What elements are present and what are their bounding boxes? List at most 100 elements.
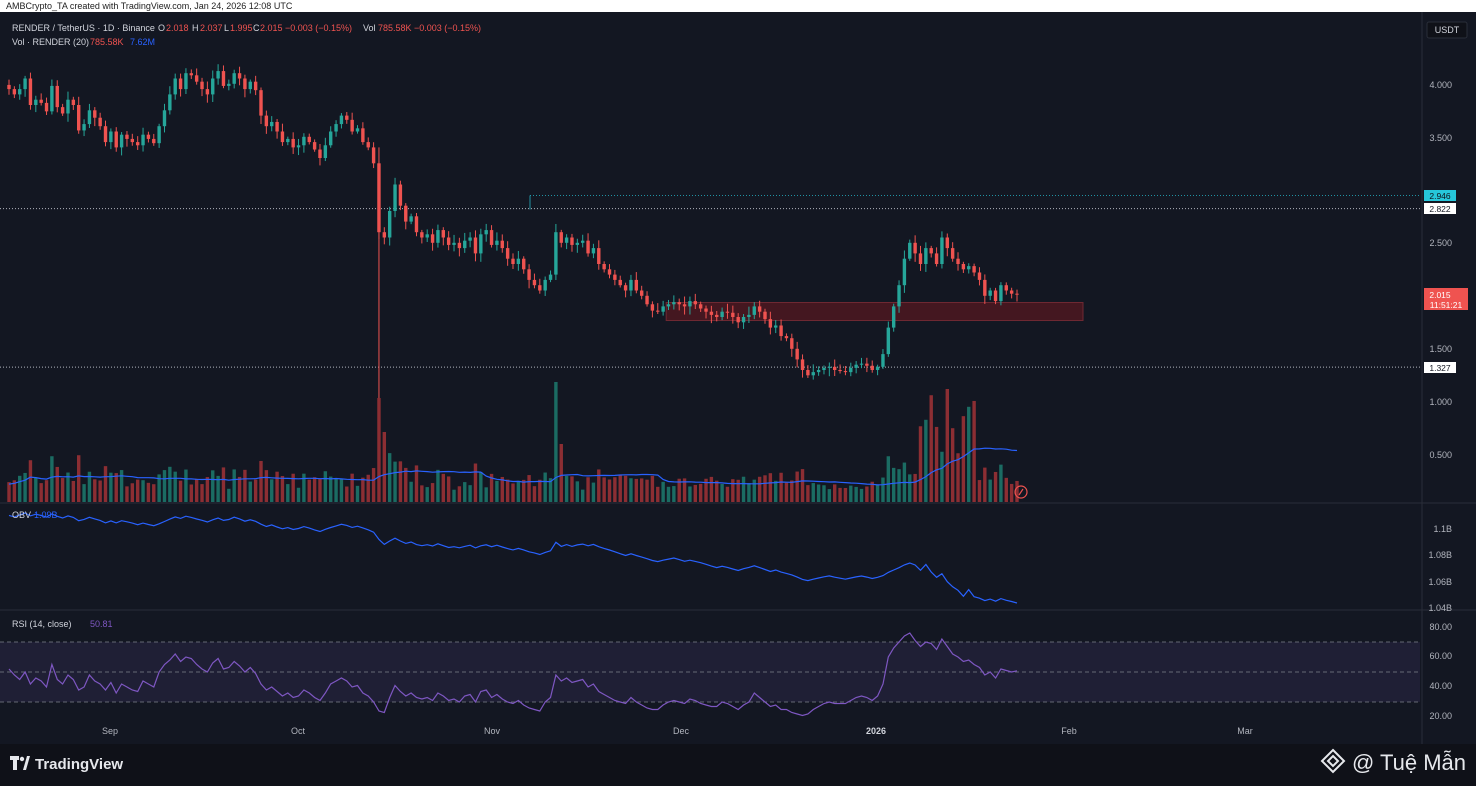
candle: [152, 138, 156, 144]
alert-icon-stroke: [1018, 488, 1024, 496]
volume-bar: [677, 478, 681, 502]
volume-bar: [961, 416, 966, 502]
volume-bar: [597, 469, 601, 502]
candle: [811, 372, 815, 376]
candle: [849, 367, 853, 373]
candle: [623, 285, 628, 291]
symbol-title[interactable]: RENDER / TetherUS · 1D · Binance: [12, 23, 155, 33]
vol-label: Vol: [363, 23, 376, 33]
volume-bar: [404, 467, 408, 502]
candle: [575, 242, 580, 245]
candle: [50, 85, 54, 112]
price-pane[interactable]: [0, 64, 1420, 500]
volume-bar: [816, 484, 821, 502]
volume-bar: [361, 477, 365, 502]
candle: [650, 304, 655, 311]
volume-bar: [387, 453, 392, 502]
obv-legend[interactable]: OBV 1.09B: [12, 510, 58, 520]
volume-bar: [854, 486, 858, 502]
upper-level-value: 2.946: [1429, 191, 1451, 201]
obv-pane[interactable]: [8, 512, 1018, 604]
volume-bar: [119, 470, 124, 502]
chart-area[interactable]: RENDER / TetherUS · 1D · Binance O 2.018…: [0, 12, 1476, 744]
candle: [865, 363, 869, 366]
tradingview-logo[interactable]: TradingView: [10, 756, 123, 773]
candle: [393, 184, 397, 211]
candle: [286, 138, 290, 143]
volume-bar: [934, 426, 939, 502]
price-tick: 3.500: [1429, 133, 1452, 143]
volume-bar: [800, 469, 805, 502]
volume-bar: [838, 487, 842, 502]
time-axis[interactable]: Sep Oct Nov Dec 2026 Feb Mar: [102, 726, 1253, 736]
volume-bar: [639, 478, 644, 502]
time-tick: Feb: [1061, 726, 1077, 736]
volume-bar: [1015, 480, 1019, 502]
candle: [522, 258, 526, 270]
volume-bar: [237, 476, 242, 502]
volume-bar: [146, 482, 151, 502]
candle: [184, 73, 188, 90]
candle: [774, 325, 778, 328]
volume-bar: [736, 479, 740, 502]
candle: [747, 314, 751, 317]
credit-text: AMBCrypto_TA created with TradingView.co…: [6, 1, 293, 11]
rsi-legend[interactable]: RSI (14, close) 50.81: [12, 619, 113, 629]
price-axis[interactable]: 4.000 3.500 2.500 1.500 1.000 0.500: [1429, 80, 1452, 460]
rsi-label[interactable]: RSI (14, close): [12, 619, 72, 629]
candle: [264, 115, 269, 127]
symbol-legend[interactable]: RENDER / TetherUS · 1D · Binance O 2.018…: [12, 23, 481, 47]
candle: [800, 359, 805, 370]
candle: [296, 145, 301, 148]
rsi-line: [8, 632, 1018, 717]
alert-icon[interactable]: [1014, 485, 1028, 499]
candle: [961, 264, 966, 270]
candle: [741, 317, 746, 323]
volume-bar: [564, 475, 569, 502]
volume-bar: [484, 487, 488, 502]
candle: [463, 240, 467, 249]
volume-bar: [50, 456, 54, 502]
candle: [613, 274, 617, 280]
candle: [291, 138, 295, 148]
volume-bar: [811, 483, 815, 502]
vol-value: 785.58K: [378, 23, 412, 33]
volume-bar: [908, 474, 912, 502]
candle: [34, 99, 38, 105]
candle: [854, 364, 858, 368]
candle: [1009, 290, 1014, 294]
volume-bar: [82, 484, 86, 502]
candle: [983, 279, 987, 296]
volume-bar: [71, 480, 76, 502]
candle: [516, 258, 521, 264]
chart-svg[interactable]: RENDER / TetherUS · 1D · Binance O 2.018…: [0, 12, 1476, 744]
last-price-value: 2.015: [1429, 290, 1451, 300]
candle: [838, 370, 842, 372]
candle: [323, 145, 328, 158]
volume-indicator-title[interactable]: Vol · RENDER (20): [12, 37, 89, 47]
time-tick: Oct: [291, 726, 306, 736]
watermark-text: @ Tuệ Mẫn: [1351, 750, 1466, 775]
currency-button[interactable]: [1426, 21, 1468, 39]
candle: [581, 240, 585, 243]
volume-bar: [345, 486, 349, 502]
obv-label[interactable]: OBV: [12, 510, 31, 520]
rsi-pane[interactable]: [0, 632, 1420, 717]
candle: [425, 234, 429, 238]
volume-bar: [98, 480, 102, 502]
volume-bar: [779, 472, 783, 502]
candle: [875, 366, 880, 370]
candle: [302, 136, 306, 146]
volume-bar: [993, 471, 998, 502]
candle: [307, 136, 311, 143]
volume-bar: [656, 486, 660, 502]
volume-bar: [790, 480, 794, 502]
volume-bar: [623, 475, 628, 502]
candle: [216, 71, 220, 79]
volume-bar: [339, 478, 344, 502]
candle: [211, 78, 215, 95]
volume-bar: [130, 483, 135, 502]
volume-bar: [157, 474, 161, 502]
candle: [693, 301, 697, 305]
volume-bar: [500, 476, 504, 502]
